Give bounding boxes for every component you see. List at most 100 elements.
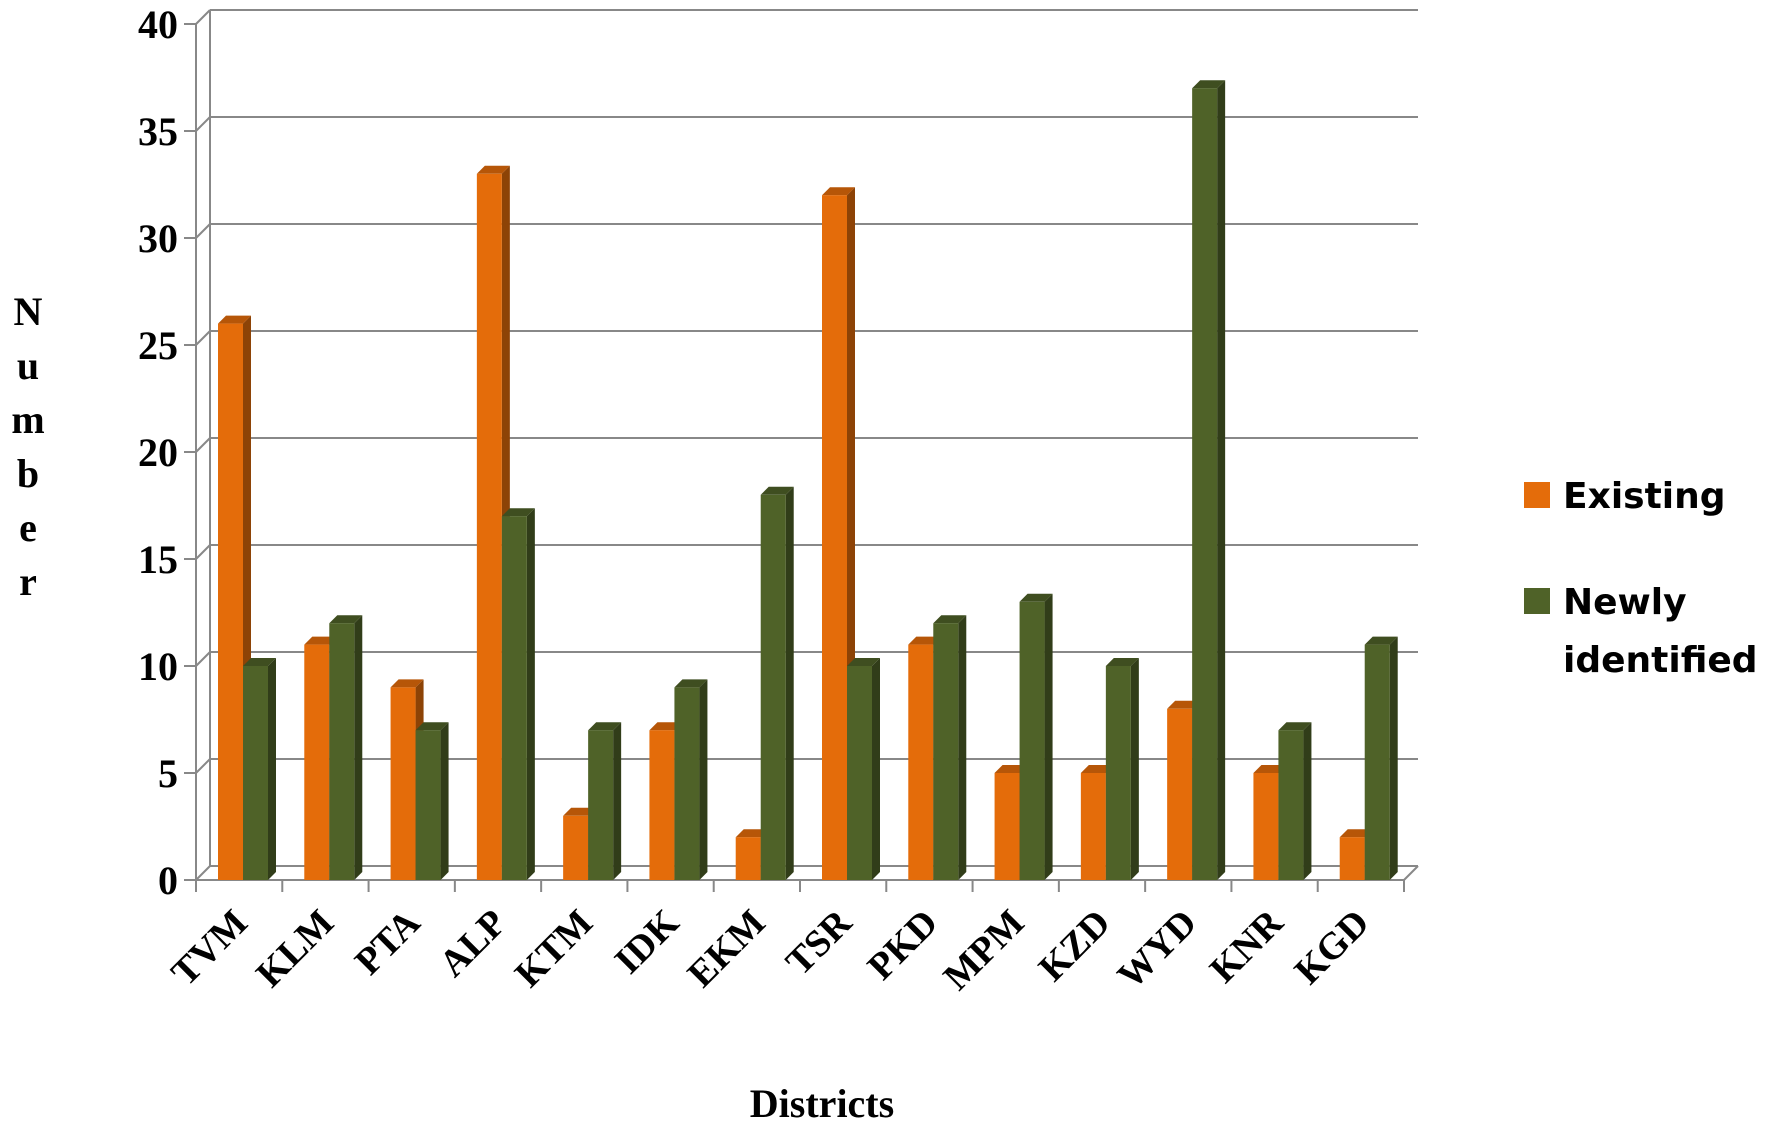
y-tick-labels: 0 5 10 15 20 25 30 35 40: [138, 2, 178, 903]
bar-side: [1303, 722, 1312, 880]
x-tick-label: EKM: [680, 902, 774, 996]
bar-top: [735, 829, 769, 838]
bar-front: [501, 516, 527, 880]
bars: [218, 80, 1398, 881]
bar-front: [304, 644, 330, 880]
bar-side: [1130, 658, 1139, 880]
bar-side: [699, 679, 708, 880]
bar-front: [563, 815, 589, 880]
bar-top: [1192, 80, 1226, 89]
bar-top: [1167, 700, 1201, 709]
bar-front: [735, 837, 761, 880]
x-tick-label: ALP: [431, 902, 514, 985]
x-axis-title: Districts: [750, 1081, 894, 1125]
bar-top: [390, 679, 424, 688]
legend-swatch: [1524, 482, 1550, 508]
gridline-side: [195, 758, 211, 774]
x-tick-label: KGD: [1287, 902, 1378, 993]
bar-top: [933, 615, 967, 624]
bar-side: [526, 508, 535, 880]
bar-KNR-newly-identified: [1278, 722, 1312, 880]
bar-side: [958, 615, 967, 880]
bar-top: [908, 636, 942, 645]
gridline-side: [195, 437, 211, 453]
legend-label: Newly identified: [1563, 582, 1758, 681]
bar-top: [329, 615, 363, 624]
bar-side: [1217, 80, 1226, 880]
y-tick-label: 0: [158, 858, 178, 903]
bar-EKM-newly-identified: [760, 486, 794, 880]
bar-top: [1339, 829, 1373, 838]
bar-TSR-newly-identified: [847, 658, 880, 880]
bar-top: [1364, 636, 1398, 645]
bar-top: [563, 807, 597, 816]
gridline-side: [195, 651, 211, 667]
bar-front: [760, 494, 786, 880]
bar-front: [329, 623, 355, 880]
bar-front: [1192, 88, 1218, 880]
y-tick-label: 35: [138, 109, 178, 154]
bar-front: [674, 687, 700, 880]
bar-WYD-newly-identified: [1192, 80, 1226, 880]
bar-PTA-newly-identified: [415, 722, 449, 880]
y-tick-label: 20: [138, 430, 178, 475]
axes: [184, 23, 1419, 892]
bar-IDK-newly-identified: [674, 679, 708, 880]
bar-KLM-newly-identified: [329, 615, 363, 880]
bar-front: [1105, 666, 1131, 880]
bar-top: [415, 722, 449, 731]
bar-front: [1167, 708, 1193, 880]
bar-top: [243, 658, 276, 666]
bar-front: [1019, 601, 1045, 880]
x-tick-label: IDK: [607, 901, 688, 982]
legend-item-newly-identified: Newly identified: [1524, 582, 1758, 681]
x-tick-label: MPM: [936, 902, 1033, 999]
y-tick-label: 30: [138, 216, 178, 261]
bar-top: [501, 508, 535, 517]
x-tick-label: KZD: [1031, 902, 1119, 990]
bar-front: [390, 687, 416, 880]
legend-label: Existing: [1563, 476, 1726, 517]
bar-KGD-newly-identified: [1364, 636, 1398, 880]
bar-top: [1105, 658, 1139, 666]
bar-front: [415, 730, 441, 880]
bar-top: [674, 679, 708, 688]
bar-front: [649, 730, 675, 880]
bar-side: [354, 615, 363, 880]
bar-TVM-existing: [218, 315, 251, 881]
gridline-side: [195, 223, 211, 239]
bar-side: [613, 722, 622, 880]
bar-front: [218, 323, 243, 881]
x-tick-label: KLM: [248, 902, 342, 996]
y-tick-label: 5: [158, 751, 178, 796]
gridline-side: [195, 9, 211, 25]
bar-front: [1080, 773, 1106, 880]
bar-top: [847, 658, 880, 666]
bar-top: [304, 636, 338, 645]
bar-PKD-newly-identified: [933, 615, 967, 880]
bar-front: [908, 644, 934, 880]
bar-top: [1278, 722, 1312, 731]
x-tick-label: TSR: [778, 901, 860, 983]
bar-MPM-newly-identified: [1019, 593, 1053, 880]
bar-side: [268, 658, 276, 880]
bar-front: [1339, 837, 1365, 880]
y-tick-label: 10: [138, 644, 178, 689]
x-tick-label: KNR: [1202, 901, 1292, 991]
x-tick-label: KTM: [507, 902, 601, 996]
bar-top: [588, 722, 622, 731]
bar-KZD-newly-identified: [1105, 658, 1139, 880]
legend: Existing Newly identified: [1524, 476, 1758, 681]
bar-front: [243, 666, 268, 880]
legend-item-existing: Existing: [1524, 476, 1726, 517]
x-tick-label: TVM: [163, 902, 255, 994]
bar-front: [1253, 773, 1279, 880]
bar-side: [1389, 636, 1398, 880]
bar-front: [476, 173, 502, 881]
gridline-side: [195, 116, 211, 132]
y-tick-label: 15: [138, 537, 178, 582]
x-tick-label: PKD: [860, 902, 946, 988]
